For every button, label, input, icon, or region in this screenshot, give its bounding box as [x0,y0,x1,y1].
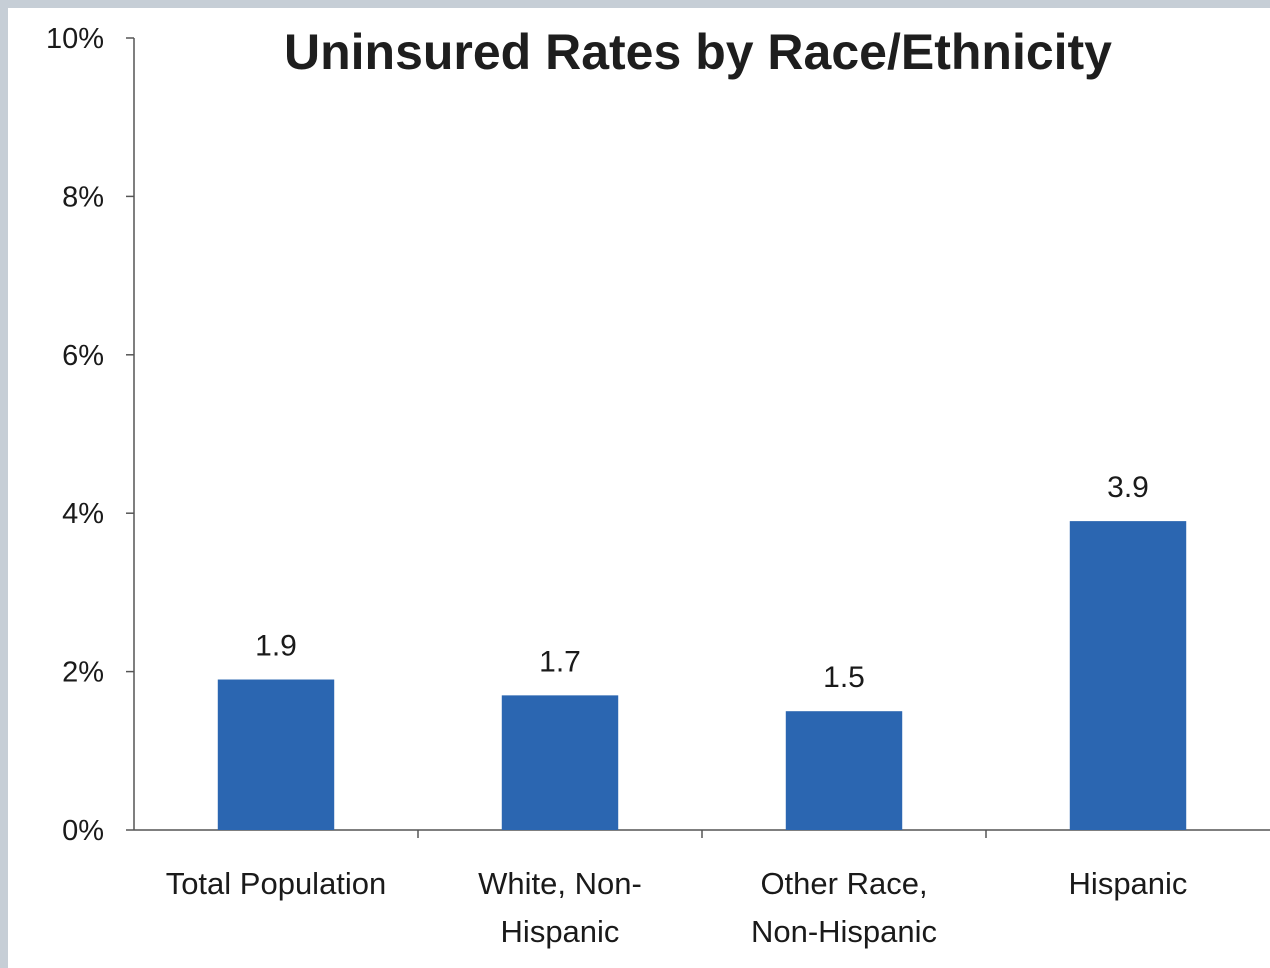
y-tick-label: 0% [62,815,104,847]
data-label: 1.5 [823,661,865,694]
x-tick-label-line: White, Non- [478,866,642,901]
data-label: 1.9 [255,630,297,663]
chart-frame: Uninsured Rates by Race/Ethnicity 0% 2% 4%… [8,8,1270,968]
x-tick-label: White, Non- Hispanic [478,866,642,949]
data-label: 1.7 [539,645,581,678]
x-tick-label-line: Other Race, [760,866,927,901]
bar [1069,521,1187,830]
bars [217,521,1187,830]
x-tick-label-line: Total Population [166,866,387,901]
bar [501,695,619,830]
x-tick-label-line: Hispanic [501,914,620,949]
y-tick-label: 4% [62,498,104,530]
x-tick-label: Hispanic [1069,866,1188,901]
chart-title: Uninsured Rates by Race/Ethnicity [284,24,1112,80]
x-axis: Total Population White, Non- Hispanic Other… [134,829,1270,949]
bar-chart: Uninsured Rates by Race/Ethnicity 0% 2% 4%… [46,23,1270,949]
y-tick-label: 10% [46,23,104,55]
bar [785,711,903,830]
y-tick-label: 8% [62,181,104,213]
x-tick-label-line: Hispanic [1069,866,1188,901]
bar [217,679,335,830]
x-tick-label-line: Non-Hispanic [751,914,937,949]
x-tick-label: Other Race, Non-Hispanic [751,866,937,949]
y-tick-label: 2% [62,657,104,689]
y-tick-label: 6% [62,340,104,372]
data-label: 3.9 [1107,471,1149,504]
y-axis: 0% 2% 4% 6% 8% 10% [46,23,135,847]
x-tick-label: Total Population [166,866,387,901]
data-labels: 1.9 1.7 1.5 3.9 [255,471,1149,694]
